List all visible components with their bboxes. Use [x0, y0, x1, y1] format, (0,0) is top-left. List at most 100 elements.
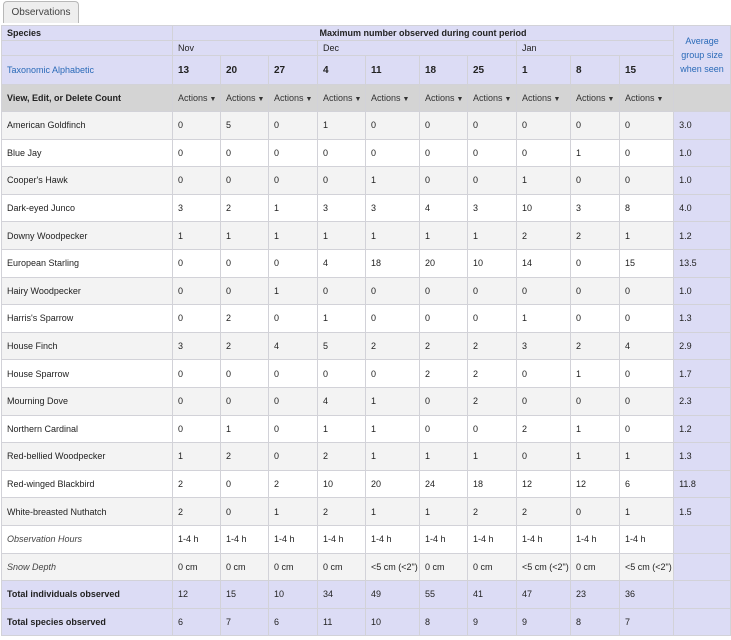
count-cell: 2 — [419, 331, 468, 361]
month-header-nov: Nov — [172, 40, 318, 56]
total-cell: 8 — [570, 607, 620, 637]
meta-cell: <5 cm (<2") — [618, 552, 675, 582]
actions-dropdown[interactable]: Actions ▼ — [618, 84, 675, 112]
taxonomic-alphabetic-link[interactable]: Taxonomic Alphabetic — [1, 55, 173, 85]
count-cell: 0 — [467, 166, 517, 195]
meta-cell: 0 cm — [570, 552, 620, 582]
count-cell: 0 — [419, 166, 468, 195]
meta-cell: 1-4 h — [365, 524, 420, 554]
average-group-size-cell: 1.3 — [673, 442, 731, 471]
count-cell: 2 — [467, 497, 517, 526]
meta-cell: <5 cm (<2") — [516, 552, 571, 582]
actions-dropdown[interactable]: Actions ▼ — [268, 84, 318, 112]
count-cell: 2 — [516, 414, 571, 444]
avg-header-line2[interactable]: group size — [681, 50, 723, 60]
species-header-spacer — [1, 40, 173, 56]
count-cell: 1 — [570, 359, 620, 388]
actions-dropdown[interactable]: Actions ▼ — [317, 84, 366, 112]
caret-down-icon: ▼ — [402, 96, 410, 103]
count-cell: 0 — [570, 304, 620, 333]
actions-dropdown[interactable]: Actions ▼ — [365, 84, 420, 112]
count-cell: 3 — [172, 331, 221, 361]
header-row-months: Nov Dec Jan — [1, 40, 731, 56]
count-cell: 0 — [419, 276, 468, 306]
species-name: House Finch — [1, 331, 173, 361]
meta-row-label: Snow Depth — [1, 552, 173, 582]
count-cell: 1 — [317, 414, 366, 444]
meta-cell: 0 cm — [220, 552, 269, 582]
actions-dropdown[interactable]: Actions ▼ — [172, 84, 221, 112]
count-cell: 1 — [467, 442, 517, 471]
count-cell: 2 — [467, 386, 517, 416]
meta-row: Observation Hours 1-4 h 1-4 h 1-4 h 1-4 h 1-4… — [1, 524, 731, 554]
species-header: Species — [1, 25, 173, 41]
total-cell: 41 — [467, 580, 517, 609]
actions-dropdown[interactable]: Actions ▼ — [467, 84, 517, 112]
total-cell: 10 — [268, 580, 318, 609]
count-cell: 0 — [172, 166, 221, 195]
count-cell: 2 — [317, 497, 366, 526]
count-cell: 1 — [618, 442, 675, 471]
count-cell: 1 — [570, 138, 620, 168]
tab-observations[interactable]: Observations — [3, 1, 79, 23]
day-header: 8 — [570, 55, 620, 85]
table-body: Species Maximum number observed during c… — [1, 25, 731, 637]
header-row-days: Taxonomic Alphabetic 13 20 27 4 11 18 25 1 8 15 — [1, 55, 731, 85]
table-row: American Goldfinch 0 5 0 1 0 0 0 0 0 0 3.0 — [1, 111, 731, 140]
count-cell: 4 — [317, 248, 366, 278]
count-cell: 0 — [220, 276, 269, 306]
average-group-size-header[interactable]: Average group size when seen — [673, 25, 731, 85]
count-cell: 0 — [268, 138, 318, 168]
count-cell: 5 — [220, 111, 269, 140]
species-name: Downy Woodpecker — [1, 221, 173, 250]
count-cell: 0 — [172, 138, 221, 168]
count-cell: 0 — [365, 111, 420, 140]
count-cell: 3 — [570, 193, 620, 223]
actions-dropdown[interactable]: Actions ▼ — [419, 84, 468, 112]
count-cell: 0 — [570, 497, 620, 526]
actions-dropdown[interactable]: Actions ▼ — [570, 84, 620, 112]
count-cell: 0 — [268, 166, 318, 195]
count-cell: 0 — [467, 276, 517, 306]
count-cell: 12 — [570, 469, 620, 499]
average-blank-cell — [673, 552, 731, 582]
count-cell: 4 — [618, 331, 675, 361]
count-cell: 0 — [365, 359, 420, 388]
avg-header-line1[interactable]: Average — [685, 36, 719, 46]
actions-label: Actions — [226, 93, 256, 103]
count-cell: 0 — [419, 386, 468, 416]
avg-header-line3[interactable]: when seen — [680, 64, 724, 74]
totals-row-label: Total individuals observed — [1, 580, 173, 609]
count-cell: 0 — [618, 386, 675, 416]
count-cell: 18 — [467, 469, 517, 499]
count-cell: 2 — [365, 331, 420, 361]
count-cell: 1 — [516, 166, 571, 195]
total-cell: 9 — [516, 607, 571, 637]
average-group-size-cell: 1.0 — [673, 166, 731, 195]
table-row: Cooper's Hawk 0 0 0 0 1 0 0 1 0 0 1.0 — [1, 166, 731, 195]
total-cell: 12 — [172, 580, 221, 609]
table-row: Northern Cardinal 0 1 0 1 1 0 0 2 1 0 1.2 — [1, 414, 731, 444]
day-header: 25 — [467, 55, 517, 85]
count-cell: 0 — [172, 386, 221, 416]
day-header: 4 — [317, 55, 366, 85]
actions-dropdown[interactable]: Actions ▼ — [220, 84, 269, 112]
count-cell: 0 — [570, 166, 620, 195]
table-row: Hairy Woodpecker 0 0 1 0 0 0 0 0 0 0 1.0 — [1, 276, 731, 306]
total-cell: 49 — [365, 580, 420, 609]
header-row-title: Species Maximum number observed during c… — [1, 25, 731, 85]
count-cell: 0 — [317, 276, 366, 306]
actions-dropdown[interactable]: Actions ▼ — [516, 84, 571, 112]
meta-cell: 0 cm — [467, 552, 517, 582]
count-cell: 4 — [268, 331, 318, 361]
count-cell: 2 — [220, 193, 269, 223]
table-row: Red-bellied Woodpecker 1 2 0 2 1 1 1 0 1 1 1.3 — [1, 442, 731, 471]
count-cell: 1 — [268, 497, 318, 526]
count-cell: 2 — [516, 497, 571, 526]
count-cell: 0 — [570, 248, 620, 278]
count-cell: 0 — [268, 359, 318, 388]
month-header-dec: Dec — [317, 40, 517, 56]
table-row: Dark-eyed Junco 3 2 1 3 3 4 3 10 3 8 4.0 — [1, 193, 731, 223]
species-name: Blue Jay — [1, 138, 173, 168]
table-row: House Sparrow 0 0 0 0 0 2 2 0 1 0 1.7 — [1, 359, 731, 388]
